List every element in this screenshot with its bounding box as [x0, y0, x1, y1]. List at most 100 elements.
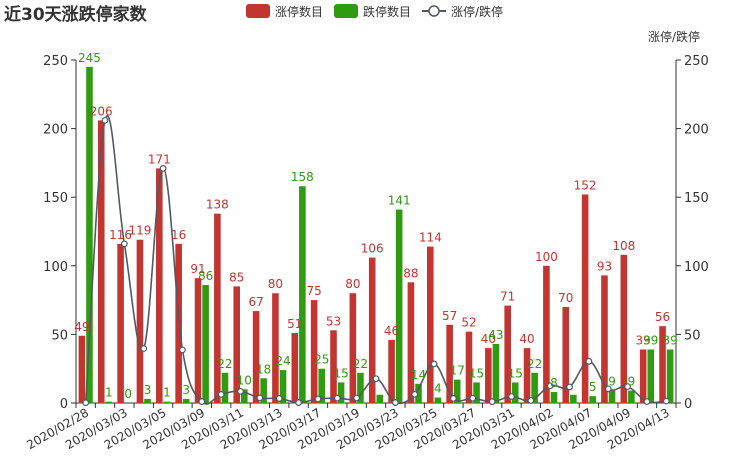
bar-down-value-label: 4 — [434, 382, 442, 396]
right-y-tick-label: 200 — [684, 123, 709, 138]
bar-down-value-label: 3 — [144, 383, 152, 397]
bar-up-value-label: 138 — [206, 198, 229, 212]
bar-up-value-label: 56 — [655, 310, 670, 324]
bar-down-value-label: 1 — [163, 386, 171, 400]
bar-down — [434, 397, 442, 403]
bar-up-value-label: 53 — [326, 314, 341, 328]
bar-up — [446, 324, 453, 403]
ratio-point — [488, 398, 496, 406]
bar-down-value-label: 17 — [450, 364, 465, 378]
right-y-tick-label: 150 — [684, 191, 709, 206]
bar-up — [368, 257, 376, 403]
legend-label-up: 涨停数目 — [275, 4, 323, 19]
bar-up-value-label: 39 — [636, 333, 651, 347]
bar-down — [666, 349, 674, 403]
bar-up-value-label: 171 — [148, 152, 171, 166]
bar-down-value-label: 15 — [333, 366, 348, 380]
bar-down — [260, 378, 267, 403]
bar-up-value-label: 152 — [574, 178, 597, 192]
bar-down-value-label: 22 — [217, 357, 232, 371]
x-tick-labels: 2020/02/282020/03/032020/03/052020/03/09… — [24, 405, 672, 452]
legend-label-down: 跌停数目 — [363, 4, 411, 19]
bar-down-value-label: 8 — [550, 376, 558, 390]
right-y-tick-label: 100 — [684, 260, 709, 275]
bar-down — [395, 209, 403, 403]
bar-up-value-label: 80 — [268, 277, 283, 291]
bar-down — [531, 372, 538, 403]
bar-down-value-label: 3 — [182, 383, 190, 397]
ratio-point — [391, 399, 399, 406]
bar-up — [543, 265, 550, 403]
legend-swatch-down — [334, 4, 358, 18]
bar-up-value-label: 100 — [535, 250, 558, 264]
right-y-tick-label: 250 — [684, 54, 709, 69]
bar-down-value-label: 15 — [469, 366, 484, 380]
bar-down-value-label: 15 — [508, 366, 523, 380]
ratio-point — [585, 357, 593, 365]
bar-up — [581, 194, 589, 403]
bar-up — [233, 286, 241, 403]
legend-item-down[interactable]: 跌停数目 — [334, 4, 411, 19]
bar-down — [144, 398, 151, 403]
bar-up — [117, 243, 124, 403]
bar-up-value-label: 51 — [287, 317, 302, 331]
ratio-point — [430, 360, 438, 368]
bar-up-value-label: 114 — [419, 231, 442, 245]
bar-up — [504, 305, 511, 403]
ratio-point — [275, 395, 283, 402]
bar-down — [647, 349, 655, 403]
bar-up — [601, 275, 608, 403]
ratio-point — [333, 394, 341, 402]
bar-up — [78, 335, 86, 403]
ratio-point — [624, 383, 632, 390]
bar-up — [252, 311, 260, 403]
ratio-point — [256, 394, 264, 402]
bar-down — [318, 368, 326, 403]
ratio-point — [101, 116, 109, 124]
bar-down-value-label: 10 — [237, 373, 252, 387]
bar-up-value-label: 80 — [345, 277, 360, 291]
bar-up — [330, 330, 337, 403]
bar-down — [105, 401, 113, 403]
ratio-point — [314, 395, 322, 403]
right-y-tick-label: 50 — [684, 328, 701, 343]
ratio-point — [643, 398, 651, 406]
bar-down — [511, 382, 519, 403]
bar-down-value-label: 24 — [275, 354, 290, 368]
bar-down-value-label: 9 — [628, 375, 636, 389]
bar-down — [376, 394, 384, 403]
bar-down — [202, 285, 209, 403]
bar-down — [241, 389, 248, 403]
left-y-tick-label: 0 — [60, 397, 68, 412]
bar-up-value-label: 67 — [248, 295, 263, 309]
bar-up — [291, 333, 299, 403]
bar-up-value-label: 16 — [171, 228, 186, 242]
bar-up-value-label: 46 — [384, 324, 399, 338]
bar-up-value-label: 108 — [612, 239, 635, 253]
ratio-point — [217, 390, 225, 398]
left-y-tick-label: 50 — [51, 328, 68, 343]
ratio-point — [469, 394, 477, 402]
bar-down-value-label: 245 — [78, 51, 101, 65]
legend-item-up[interactable]: 涨停数目 — [246, 4, 323, 19]
legend-item-ratio[interactable]: 涨停/跌停 — [422, 4, 503, 19]
ratio-point — [82, 399, 90, 407]
bar-down-value-label: 39 — [643, 333, 658, 347]
right-y-tick-label: 0 — [684, 397, 692, 412]
bars-down-series — [86, 66, 674, 404]
bar-down — [182, 398, 190, 403]
legend: 涨停数目 跌停数目 涨停/跌停 — [246, 4, 503, 19]
right-axis-label: 涨停/跌停 — [648, 29, 700, 44]
left-y-tick-label: 100 — [43, 260, 68, 275]
bar-up — [349, 293, 357, 403]
bar-value-labels: 4924520611160119317111639186138228510671… — [74, 51, 678, 401]
bar-down-value-label: 22 — [527, 357, 542, 371]
left-y-tick-label: 150 — [43, 191, 68, 206]
ratio-point — [372, 375, 380, 383]
left-y-tick-label: 250 — [43, 54, 68, 69]
bar-down — [86, 66, 93, 404]
bar-down — [453, 379, 461, 403]
bar-down-value-label: 22 — [353, 357, 368, 371]
